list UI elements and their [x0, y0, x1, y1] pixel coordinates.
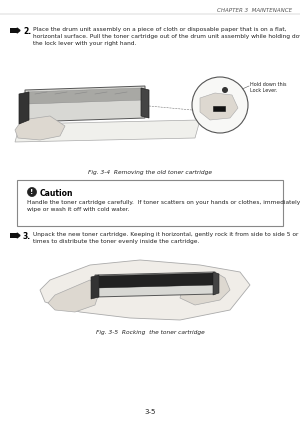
Text: Handle the toner cartridge carefully.  If toner scatters on your hands or clothe: Handle the toner cartridge carefully. If… — [27, 200, 300, 212]
FancyBboxPatch shape — [10, 233, 17, 238]
Text: 3-5: 3-5 — [144, 409, 156, 415]
Polygon shape — [213, 272, 219, 295]
Polygon shape — [141, 88, 149, 118]
Text: Place the drum unit assembly on a piece of cloth or disposable paper that is on : Place the drum unit assembly on a piece … — [33, 27, 300, 45]
FancyBboxPatch shape — [17, 180, 283, 226]
Text: 3.: 3. — [23, 232, 31, 241]
Polygon shape — [97, 273, 213, 288]
Text: CHAPTER 3  MAINTENANCE: CHAPTER 3 MAINTENANCE — [217, 8, 292, 13]
Polygon shape — [48, 280, 100, 312]
Text: Hold down this
Lock Lever.: Hold down this Lock Lever. — [250, 82, 286, 93]
Polygon shape — [15, 120, 200, 142]
FancyBboxPatch shape — [10, 28, 17, 33]
Polygon shape — [180, 272, 230, 305]
Text: Unpack the new toner cartridge. Keeping it horizontal, gently rock it from side : Unpack the new toner cartridge. Keeping … — [33, 232, 300, 244]
Polygon shape — [40, 260, 250, 320]
Circle shape — [222, 87, 228, 93]
Polygon shape — [200, 93, 238, 120]
Polygon shape — [17, 28, 20, 33]
Polygon shape — [17, 233, 20, 238]
Polygon shape — [19, 92, 29, 124]
Circle shape — [28, 187, 37, 196]
FancyBboxPatch shape — [213, 106, 225, 111]
Polygon shape — [91, 275, 99, 299]
Text: 2.: 2. — [23, 27, 31, 36]
Text: Fig. 3-5  Rocking  the toner cartridge: Fig. 3-5 Rocking the toner cartridge — [96, 330, 204, 335]
Text: Caution: Caution — [40, 189, 74, 198]
Text: !: ! — [30, 189, 34, 195]
Polygon shape — [95, 272, 215, 297]
Circle shape — [192, 77, 248, 133]
Polygon shape — [27, 88, 143, 104]
Text: Fig. 3-4  Removing the old toner cartridge: Fig. 3-4 Removing the old toner cartridg… — [88, 170, 212, 175]
Polygon shape — [25, 86, 145, 122]
Polygon shape — [15, 116, 65, 140]
